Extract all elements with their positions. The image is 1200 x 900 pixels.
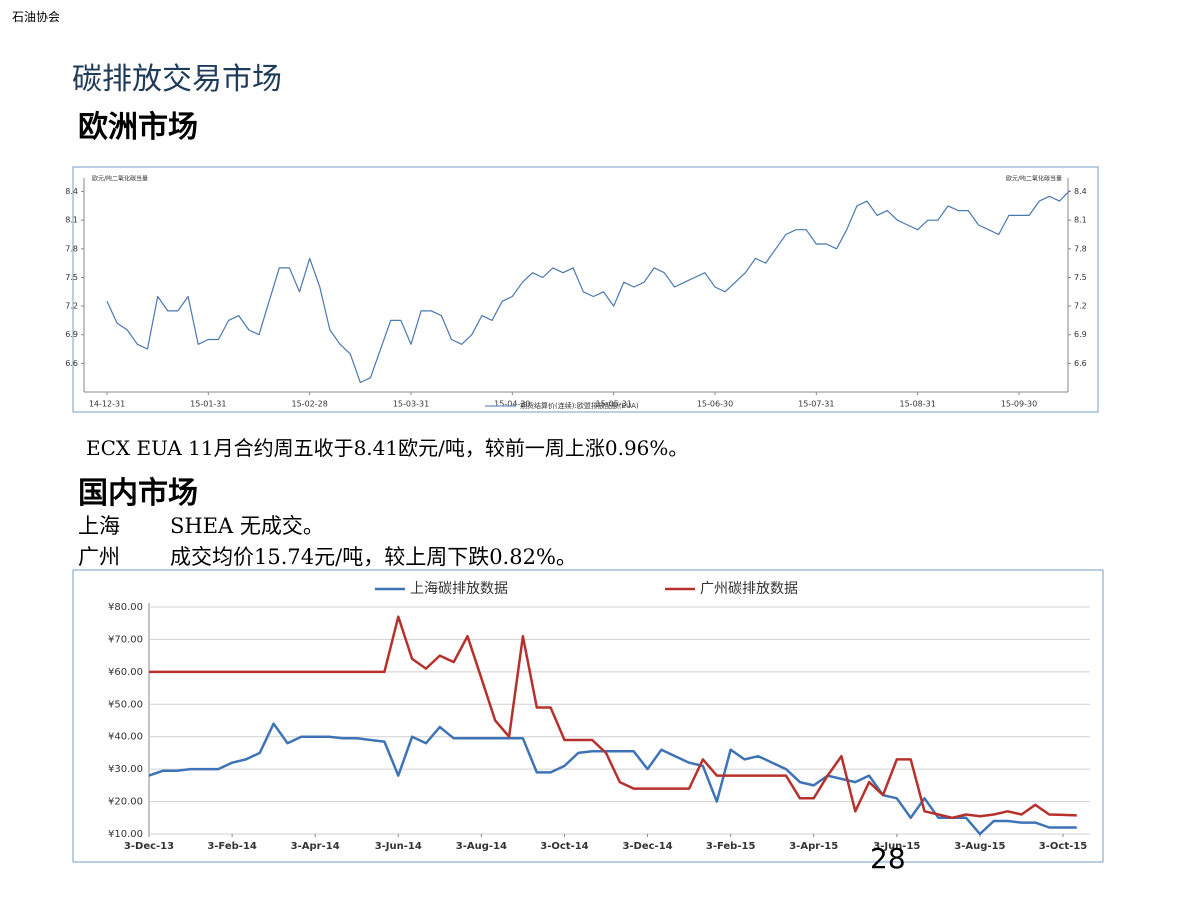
x-tick-label: 3-Jun-15 <box>873 841 920 852</box>
x-tick-label: 15-06-30 <box>697 400 733 409</box>
y-tick-label: ¥50.00 <box>108 699 143 710</box>
x-tick-label: 3-Feb-14 <box>207 841 257 852</box>
y-tick-label: ¥70.00 <box>108 634 143 645</box>
y-tick-label: ¥40.00 <box>108 732 143 743</box>
x-tick-label: 3-Dec-13 <box>124 841 174 852</box>
title: 碳排放交易市场 <box>72 62 282 97</box>
y2-tick-label: 7.5 <box>1074 273 1087 282</box>
x-tick-label: 3-Aug-15 <box>954 841 1005 852</box>
x-tick-label: 15-05-31 <box>596 400 632 409</box>
x-tick-label: 15-09-30 <box>1001 400 1037 409</box>
note: ECX EUA 11月合约周五收于8.41欧元/吨，较前一周上涨0.96%。 <box>86 436 689 460</box>
y-tick-label: 7.5 <box>65 273 78 282</box>
legend-label: 上海碳排放数据 <box>410 581 508 597</box>
x-tick-label: 3-Aug-14 <box>456 841 507 852</box>
y-axis-label: 欧元/吨二氧化碳当量 <box>92 175 148 183</box>
x-tick-label: 3-Dec-14 <box>622 841 672 852</box>
y-tick-label: ¥80.00 <box>108 602 143 613</box>
y-tick-label: 6.9 <box>65 330 78 339</box>
row-text: SHEA 无成交。 <box>170 514 324 538</box>
org: 石油协会 <box>12 10 61 24</box>
x-tick-label: 3-Feb-15 <box>706 841 756 852</box>
y2-tick-label: 6.9 <box>1074 330 1087 339</box>
y-tick-label: 7.8 <box>65 244 78 253</box>
chart-frame <box>72 166 1099 413</box>
legend-label: 期货结算价(连续):欧盟排放配额(EUA) <box>520 401 639 410</box>
y-tick-label: 8.4 <box>65 187 78 196</box>
x-tick-label: 15-02-28 <box>292 400 328 409</box>
x-tick-label: 15-01-31 <box>190 400 226 409</box>
y-tick-label: 6.6 <box>65 359 78 368</box>
y2-tick-label: 8.4 <box>1074 187 1087 196</box>
y-tick-label: 8.1 <box>65 216 78 225</box>
series-line <box>106 190 1071 384</box>
legend-label: 广州碳排放数据 <box>700 581 798 597</box>
row-label: 广州 <box>78 545 120 569</box>
page-number: 28 <box>870 842 906 875</box>
x-tick-label: 15-04-30 <box>494 400 530 409</box>
x-tick-label: 15-07-31 <box>798 400 834 409</box>
y-tick-label: ¥30.00 <box>108 764 143 775</box>
y2-tick-label: 7.2 <box>1074 302 1087 311</box>
x-tick-label: 3-Apr-15 <box>789 841 838 852</box>
y2-tick-label: 8.1 <box>1074 216 1087 225</box>
x-tick-label: 15-03-31 <box>393 400 429 409</box>
section-title: 国内市场 <box>78 476 198 511</box>
y2-axis-label: 欧元/吨二氧化碳当量 <box>1006 175 1062 183</box>
y-tick-label: ¥10.00 <box>108 829 143 840</box>
x-tick-label: 3-Jun-14 <box>375 841 422 852</box>
x-tick-label: 3-Oct-14 <box>540 841 588 852</box>
row-text: 成交均价15.74元/吨，较上周下跌0.82%。 <box>170 545 577 569</box>
x-tick-label: 3-Apr-14 <box>291 841 340 852</box>
x-tick-label: 15-08-31 <box>900 400 936 409</box>
y-tick-label: 7.2 <box>65 302 78 311</box>
y2-tick-label: 7.8 <box>1074 244 1087 253</box>
series-line <box>149 615 1077 820</box>
section-title: 欧洲市场 <box>78 110 198 145</box>
y2-tick-label: 6.6 <box>1074 359 1087 368</box>
y-tick-label: ¥60.00 <box>108 667 143 678</box>
y-tick-label: ¥20.00 <box>108 797 143 808</box>
row-label: 上海 <box>78 514 120 538</box>
x-tick-label: 14-12-31 <box>89 400 125 409</box>
x-tick-label: 3-Oct-15 <box>1039 841 1087 852</box>
